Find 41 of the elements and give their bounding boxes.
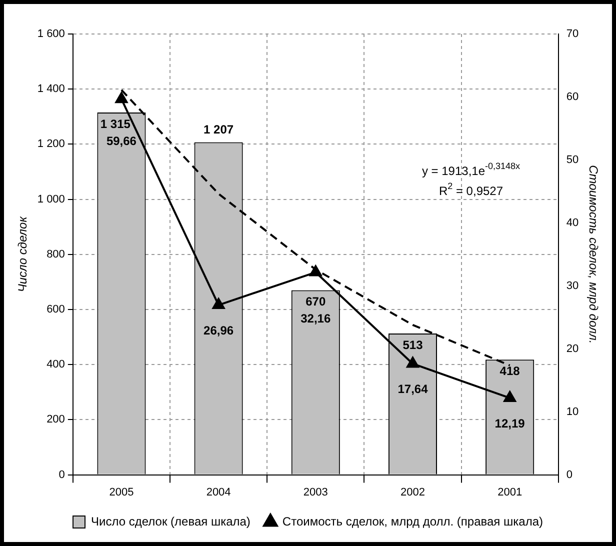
data-label: 59,66 xyxy=(106,134,137,148)
y-tick-label: 1 600 xyxy=(37,28,65,40)
data-label: 32,16 xyxy=(300,312,331,326)
y-tick-label: 0 xyxy=(58,468,65,481)
point xyxy=(309,265,322,276)
x-tick-label: 2003 xyxy=(303,486,328,498)
x-tick-label: 2002 xyxy=(400,486,425,498)
data-label: 17,64 xyxy=(398,382,428,396)
data-label: 1 315 xyxy=(100,116,131,131)
x-tick-label: 2004 xyxy=(206,486,231,498)
point xyxy=(504,391,516,402)
data-label: 1 207 xyxy=(204,122,234,137)
y-tick-label: 400 xyxy=(46,358,65,371)
x-tick-label: 2001 xyxy=(498,486,522,498)
y-tick-label: 1 000 xyxy=(37,193,65,206)
data-label: 12,19 xyxy=(494,416,526,430)
data-label: 670 xyxy=(306,294,326,309)
x-tick-label: 2005 xyxy=(109,486,134,498)
y2-tick-label: 60 xyxy=(566,91,579,104)
y-tick-label: 800 xyxy=(46,248,65,260)
y2-tick-label: 50 xyxy=(566,154,579,166)
data-label: 418 xyxy=(500,364,520,378)
y2-tick-label: 70 xyxy=(566,28,579,40)
y-tick-label: 600 xyxy=(46,304,65,316)
y2-tick-label: 40 xyxy=(566,216,579,229)
point xyxy=(115,92,128,104)
y2-tick-label: 30 xyxy=(566,280,579,292)
y2-tick-label: 20 xyxy=(566,342,579,355)
point xyxy=(212,298,225,310)
point xyxy=(406,356,419,368)
y-tick-label: 1 400 xyxy=(37,83,65,96)
y2-axis-title: Стоимость сделок, млрд долл. xyxy=(586,165,600,344)
y-tick-label: 200 xyxy=(46,414,65,426)
y-tick-label: 1 200 xyxy=(37,138,65,150)
legend-label: Число сделок (левая шкала) xyxy=(91,514,250,528)
y2-tick-label: 10 xyxy=(566,406,579,418)
legend-label: Стоимость сделок, млрд долл. (правая шкала) xyxy=(282,514,543,528)
y-axis-title: Число сделок xyxy=(16,215,30,292)
y2-tick-label: 0 xyxy=(566,468,572,481)
data-label: 26,96 xyxy=(204,323,234,338)
data-label: 513 xyxy=(402,338,424,352)
